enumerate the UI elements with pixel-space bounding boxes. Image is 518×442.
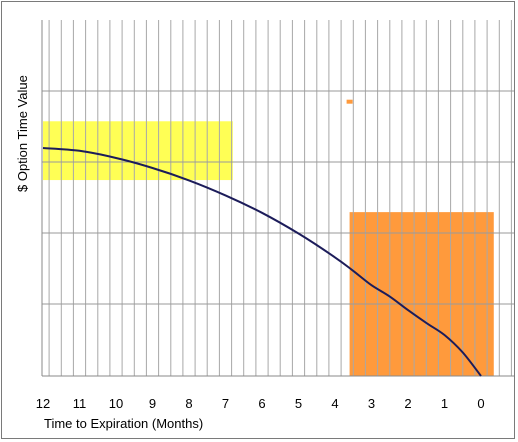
x-tick-label: 9	[149, 396, 156, 411]
x-axis-title: Time to Expiration (Months)	[44, 416, 203, 431]
x-tick-label: 6	[258, 396, 265, 411]
x-tick-labels: 12 11 10 9 8 7 6 5 4 3 2 1 0	[36, 396, 485, 411]
x-tick-label: 2	[404, 396, 411, 411]
highlight-area-1	[349, 212, 494, 376]
y-axis-title: $ Option Time Value	[15, 75, 30, 192]
series-line	[42, 147, 482, 377]
markers	[346, 99, 353, 104]
x-tick-label: 10	[109, 396, 123, 411]
highlight-areas	[43, 121, 494, 376]
x-tick-label: 4	[331, 396, 338, 411]
vertical-gridlines	[48, 20, 512, 376]
x-tick-label: 7	[222, 396, 229, 411]
marker-point-0	[346, 99, 353, 104]
x-tick-label: 3	[368, 396, 375, 411]
horizontal-gridlines	[42, 90, 514, 305]
x-tick-label: 0	[477, 396, 484, 411]
x-tick-label: 11	[73, 396, 87, 411]
x-tick-label: 5	[295, 396, 302, 411]
x-tick-label: 1	[441, 396, 448, 411]
x-tick-label: 8	[185, 396, 192, 411]
x-tick-label: 12	[36, 396, 50, 411]
